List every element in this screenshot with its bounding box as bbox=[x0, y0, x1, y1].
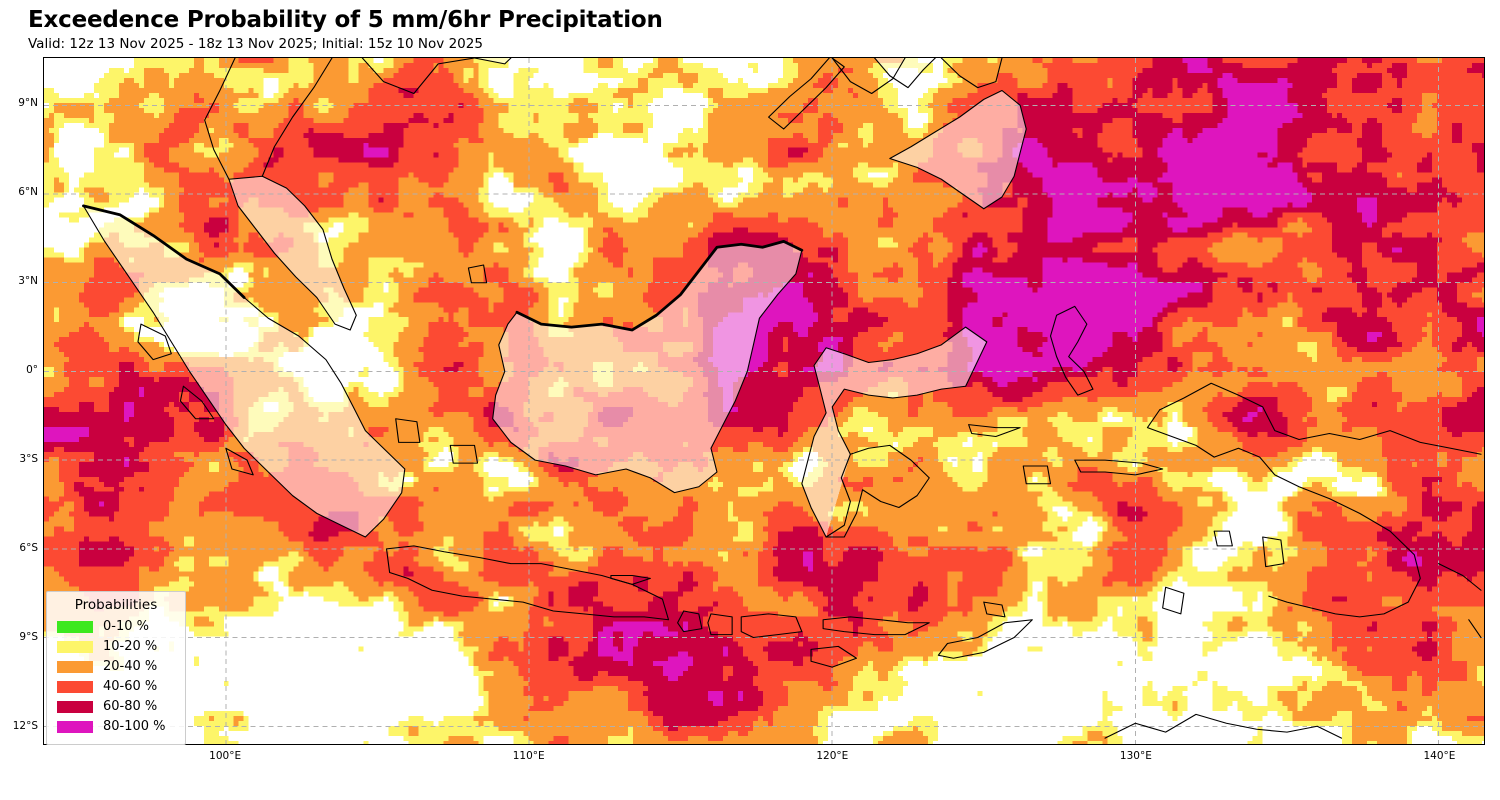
legend-swatch-80-100 bbox=[57, 720, 93, 733]
x-axis-tick-label: 140°E bbox=[1423, 750, 1456, 762]
precipitation-probability-map bbox=[44, 58, 1484, 744]
legend-item: 10-20 % bbox=[57, 637, 175, 657]
x-axis-tick-label: 130°E bbox=[1119, 750, 1152, 762]
probability-shading bbox=[44, 58, 1484, 744]
legend-label-60-80: 60-80 % bbox=[103, 699, 158, 715]
legend-swatch-40-60 bbox=[57, 680, 93, 693]
y-axis-tick-label: 0° bbox=[26, 364, 38, 377]
x-axis-tick-label: 100°E bbox=[209, 750, 242, 762]
legend-swatch-20-40 bbox=[57, 660, 93, 673]
y-axis-tick-label: 3°N bbox=[18, 275, 38, 288]
legend-label-40-60: 40-60 % bbox=[103, 679, 158, 695]
legend-label-80-100: 80-100 % bbox=[103, 719, 166, 735]
legend-title: Probabilities bbox=[74, 597, 158, 613]
page-title: Exceedence Probability of 5 mm/6hr Preci… bbox=[28, 7, 663, 33]
title-block: Exceedence Probability of 5 mm/6hr Preci… bbox=[28, 8, 1028, 52]
legend-label-20-40: 20-40 % bbox=[103, 659, 158, 675]
y-axis-tick-label: 3°S bbox=[19, 453, 38, 466]
legend-swatch-0-10 bbox=[57, 620, 93, 633]
y-axis-tick-label: 6°N bbox=[18, 186, 38, 199]
page-subtitle: Valid: 12z 13 Nov 2025 - 18z 13 Nov 2025… bbox=[28, 35, 483, 52]
coastlines bbox=[82, 58, 1482, 739]
coastlines-emphasis bbox=[82, 204, 804, 332]
map-gridlines bbox=[44, 58, 1484, 744]
y-axis-tick-label: 12°S bbox=[12, 720, 38, 733]
y-axis-tick-label: 6°S bbox=[19, 542, 38, 555]
legend-item: 40-60 % bbox=[57, 677, 175, 697]
legend-item: 60-80 % bbox=[57, 697, 175, 717]
legend-item: 20-40 % bbox=[57, 657, 175, 677]
legend-label-0-10: 0-10 % bbox=[103, 619, 149, 635]
x-axis-tick-label: 110°E bbox=[512, 750, 545, 762]
y-axis-tick-label: 9°N bbox=[18, 97, 38, 110]
legend-item: 0-10 % bbox=[57, 617, 175, 637]
map-plot-area[interactable] bbox=[43, 57, 1485, 745]
legend-swatch-60-80 bbox=[57, 700, 93, 713]
x-axis-tick-label: 120°E bbox=[816, 750, 849, 762]
legend-probabilities: Probabilities 0-10 % 10-20 % 20-40 % 40-… bbox=[46, 591, 186, 745]
legend-label-10-20: 10-20 % bbox=[103, 639, 158, 655]
y-axis-tick-label: 9°S bbox=[19, 631, 38, 644]
legend-item: 80-100 % bbox=[57, 717, 175, 737]
legend-swatch-10-20 bbox=[57, 640, 93, 653]
